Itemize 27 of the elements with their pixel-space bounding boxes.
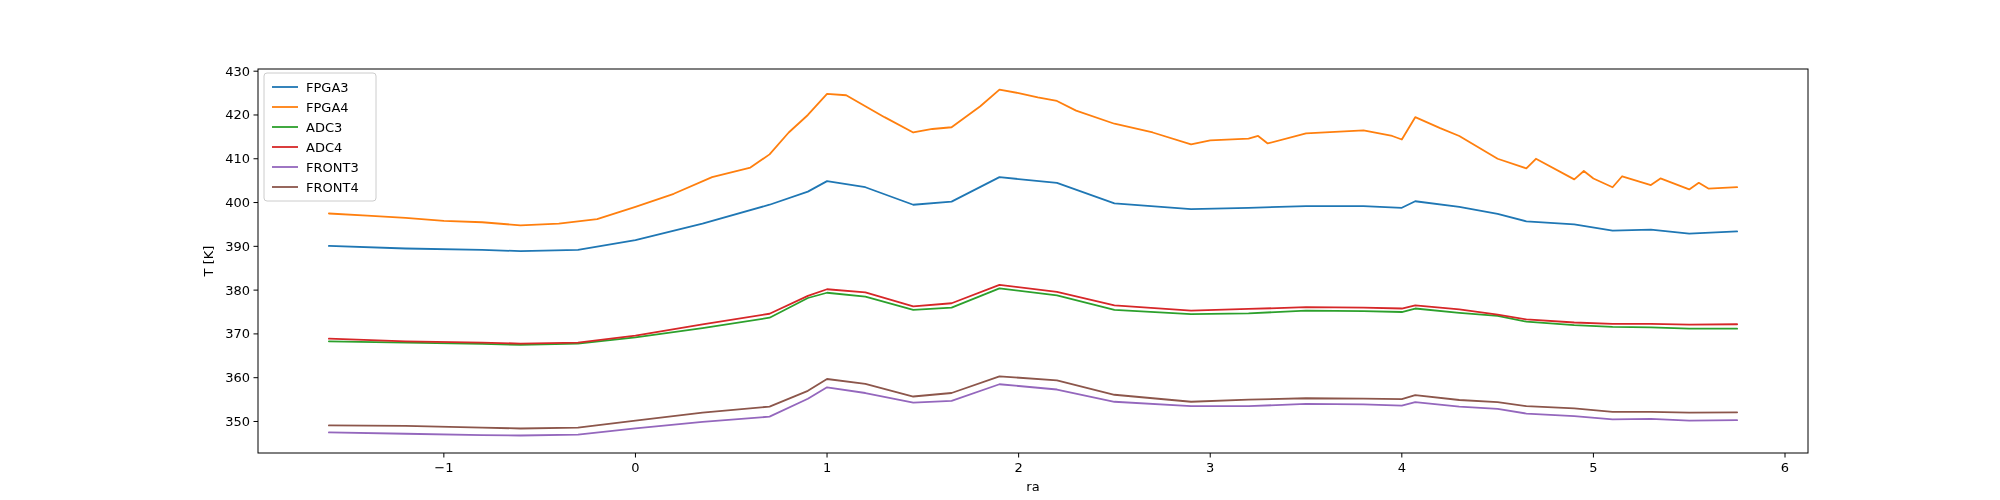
x-tick-label: 0 (631, 460, 640, 475)
legend-label: FPGA3 (306, 79, 349, 95)
y-tick-label: 350 (225, 413, 250, 429)
x-tick-label: 4 (1397, 460, 1406, 475)
x-tick-label: 3 (1206, 460, 1215, 475)
y-tick-label: 410 (225, 151, 250, 167)
y-tick-label: 400 (225, 195, 250, 211)
y-tick-label: 380 (225, 282, 250, 298)
legend-label: FRONT4 (306, 179, 359, 195)
y-tick-label: 390 (225, 238, 250, 254)
x-tick-label: 1 (822, 460, 832, 475)
y-tick-label: 360 (225, 370, 250, 386)
x-tick-label: 6 (1780, 460, 1790, 475)
line-series (327, 383, 1739, 437)
y-tick-label: 420 (225, 107, 250, 123)
y-tick-label: 430 (225, 63, 250, 79)
y-tick-label: 370 (225, 326, 250, 342)
line-series (327, 375, 1739, 430)
x-tick-label: 5 (1589, 460, 1598, 475)
x-tick-label: 2 (1014, 460, 1023, 475)
x-axis-title: ra (1026, 479, 1040, 494)
y-axis-title: T [K] (201, 245, 216, 278)
legend-label: FRONT3 (306, 159, 359, 175)
legend-label: ADC4 (306, 139, 343, 155)
legend-label: FPGA4 (306, 99, 349, 115)
x-tick-label: −1 (434, 460, 454, 475)
legend-label: ADC3 (306, 119, 343, 135)
